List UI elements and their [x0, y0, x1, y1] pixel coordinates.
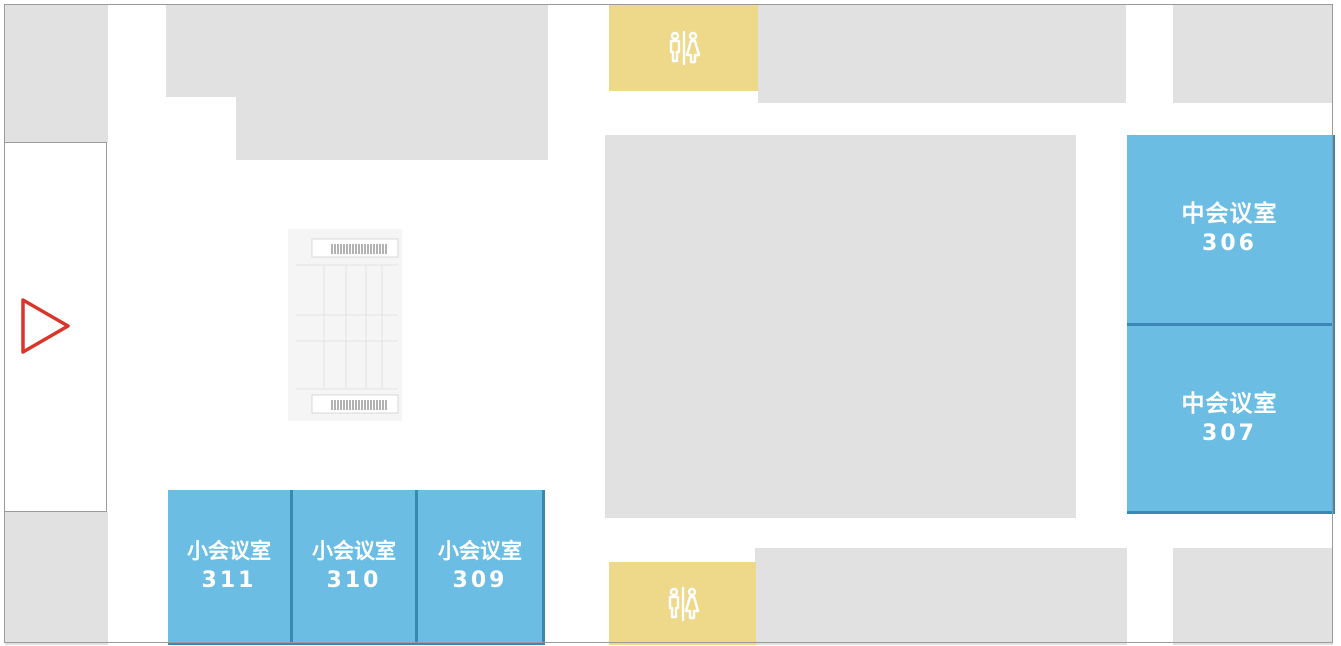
room-number: 310	[326, 568, 382, 593]
restroom-top[interactable]	[609, 5, 758, 91]
entrance-arrow-icon	[21, 298, 70, 354]
staircase-icon	[296, 238, 399, 414]
building-block	[758, 5, 1126, 103]
restroom-bottom[interactable]	[609, 562, 756, 645]
meeting-room-310[interactable]: 小会议室 310	[293, 490, 418, 645]
room-number: 309	[452, 568, 508, 593]
room-number: 311	[201, 568, 257, 593]
building-block	[1173, 5, 1333, 103]
building-block	[1173, 548, 1333, 645]
central-hall-block	[605, 135, 1076, 518]
room-number: 306	[1202, 231, 1257, 256]
room-name: 中会议室	[1181, 390, 1278, 417]
room-name: 小会议室	[438, 539, 522, 563]
wall-line	[5, 511, 107, 512]
wall-line	[5, 142, 107, 143]
building-block	[5, 5, 108, 142]
room-number: 307	[1202, 420, 1257, 446]
building-block	[755, 548, 1127, 645]
wall-line	[106, 142, 107, 512]
building-block	[236, 96, 548, 160]
meeting-room-306[interactable]: 中会议室 306	[1127, 135, 1335, 326]
restroom-icon	[669, 30, 700, 66]
building-block	[5, 512, 108, 645]
room-name: 中会议室	[1181, 201, 1278, 227]
meeting-room-307[interactable]: 中会议室 307	[1127, 326, 1335, 514]
room-name: 小会议室	[187, 539, 271, 563]
entrance-marker[interactable]	[18, 294, 74, 362]
room-name: 小会议室	[312, 539, 396, 563]
building-block	[166, 5, 548, 97]
stairs	[288, 229, 402, 421]
meeting-room-309[interactable]: 小会议室 309	[418, 490, 545, 645]
restroom-icon	[668, 586, 699, 621]
meeting-room-311[interactable]: 小会议室 311	[168, 490, 293, 645]
